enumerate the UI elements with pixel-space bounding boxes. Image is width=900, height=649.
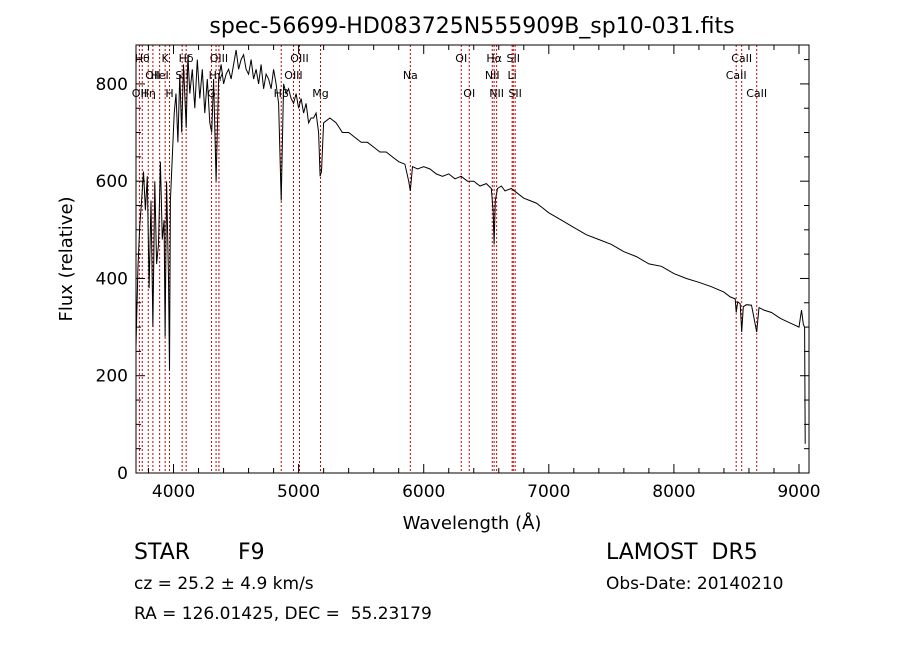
marker-label-1: Hθ: [135, 52, 150, 65]
marker-label-8: Hδ: [179, 52, 194, 65]
marker-label-14: OIII: [290, 52, 308, 65]
x-axis: 4000 5000 6000 7000 8000 9000: [148, 45, 821, 502]
plot-frame: [135, 44, 810, 474]
marker-label-3: OII: [145, 69, 160, 82]
x-tick-label: 6000: [402, 482, 445, 502]
marker-label-27: CaII: [746, 87, 767, 100]
y-tick-label: 200: [96, 367, 128, 387]
marker-label-13: OIII: [284, 69, 302, 82]
x-axis-label: Wavelength (Å): [403, 512, 542, 534]
x-tick-label: 5000: [277, 482, 320, 502]
marker-label-24: SII: [508, 87, 521, 100]
y-axis: 0 200 400 600 800: [96, 59, 809, 484]
marker-label-20: Hα: [486, 52, 502, 65]
y-tick-label: 600: [96, 172, 128, 192]
marker-label-9: G: [207, 87, 216, 100]
x-tick-label: 9000: [777, 482, 820, 502]
marker-label-21: NII: [489, 87, 504, 100]
survey-name: LAMOST DR5: [606, 540, 758, 565]
redshift-cz: cz = 25.2 ± 4.9 km/s: [134, 574, 314, 594]
marker-label-18: OI: [463, 87, 475, 100]
marker-label-22: Li: [508, 69, 517, 82]
marker-label-23: SII: [507, 52, 520, 65]
marker-label-26: CaII: [731, 52, 752, 65]
object-class: STAR: [134, 540, 191, 565]
marker-label-2: Hη: [141, 87, 156, 100]
x-tick-label: 4000: [152, 482, 195, 502]
y-tick-label: 800: [96, 75, 128, 95]
marker-label-25: CaII: [726, 69, 747, 82]
chart-title: spec-56699-HD083725N555909B_sp10-031.fit…: [209, 14, 734, 39]
marker-label-7: SII: [175, 69, 188, 82]
marker-label-5: K: [162, 52, 170, 65]
x-tick-label: 8000: [652, 482, 695, 502]
ra-dec-coordinates: RA = 126.01425, DEC = 55.23179: [134, 604, 432, 624]
y-tick-label: 400: [96, 269, 128, 289]
marker-lines: [138, 45, 758, 473]
y-tick-label: 0: [117, 464, 128, 484]
object-subclass: F9: [238, 540, 265, 565]
x-tick-label: 7000: [527, 482, 570, 502]
marker-label-6: H: [165, 87, 173, 100]
spectrum-line: [135, 49, 806, 444]
marker-label-4: HeI: [150, 69, 168, 82]
marker-label-17: OI: [455, 52, 467, 65]
marker-label-19: NII: [485, 69, 500, 82]
marker-label-11: OIII: [210, 52, 228, 65]
observation-date: Obs-Date: 20140210: [606, 574, 784, 594]
marker-label-16: Na: [403, 69, 418, 82]
y-axis-label: Flux (relative): [56, 196, 77, 321]
marker-label-15: Mg: [312, 87, 328, 100]
marker-labels: OIIHθHηOIIHeIKHSIIHδGHγOIIIHβOIIIOIIIMgN…: [132, 52, 767, 100]
